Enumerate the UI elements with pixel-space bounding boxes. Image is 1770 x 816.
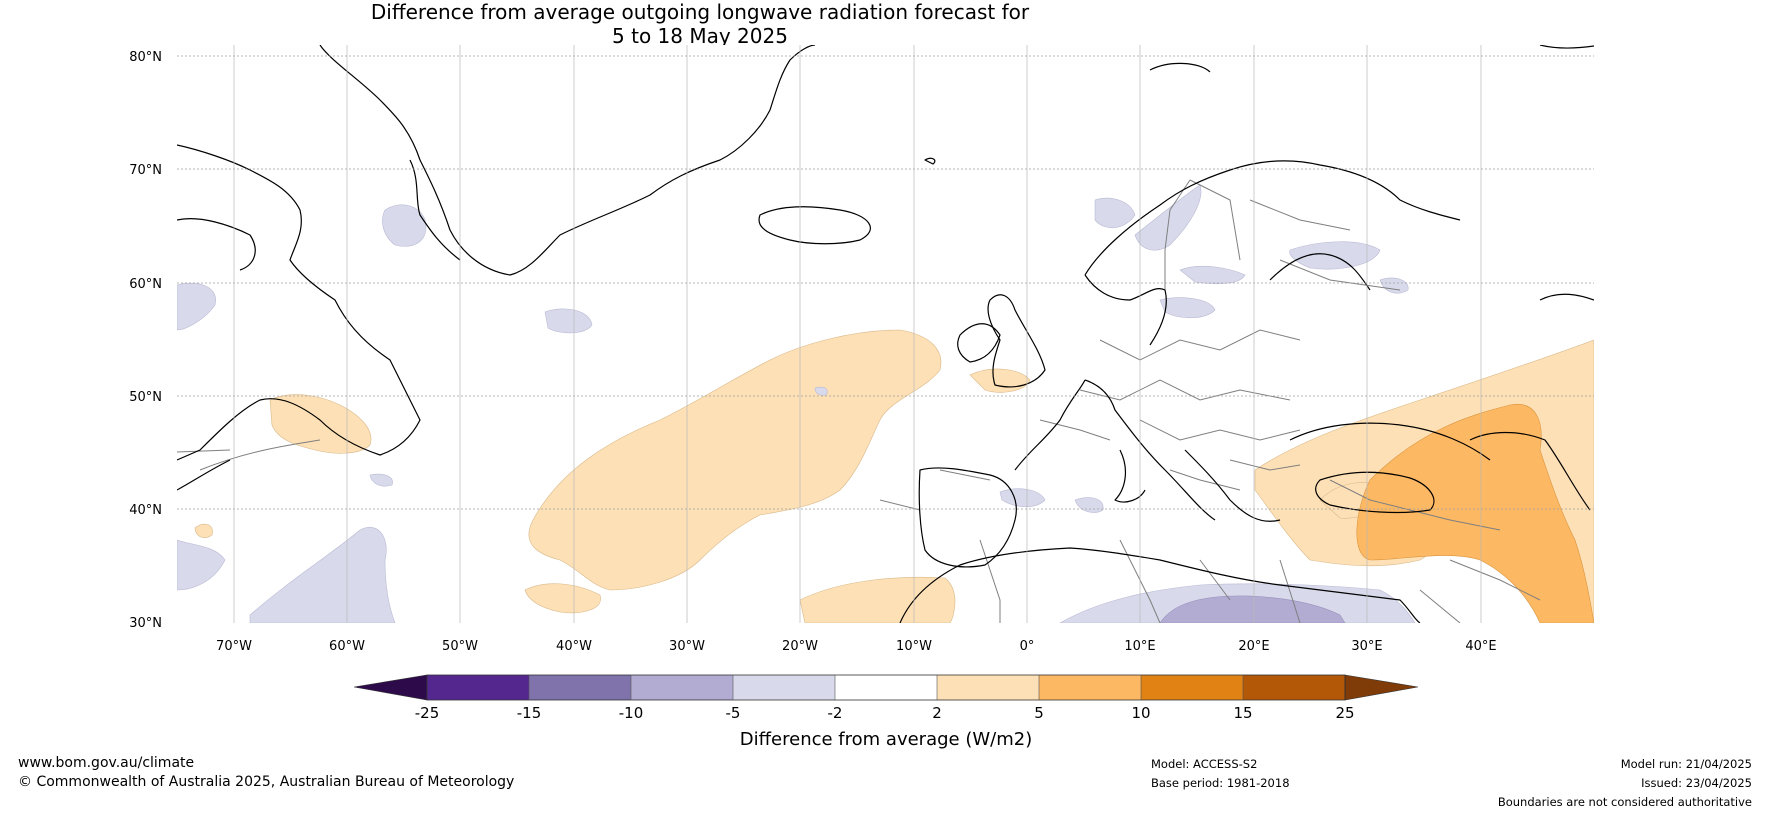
- longitude-gridlines: [233, 45, 1482, 623]
- colorbar-segment-2: [529, 675, 631, 700]
- lat-label-40n: 40°N: [129, 503, 162, 518]
- lon-label-0: 0°: [1020, 639, 1035, 654]
- footer-model: Model: ACCESS-S2: [1151, 757, 1258, 771]
- footer-model-run: Model run: 21/04/2025: [1620, 757, 1752, 771]
- colorbar-tick-label: 2: [932, 704, 942, 722]
- lon-label-20e: 20°E: [1238, 639, 1269, 654]
- lon-label-30w: 30°W: [669, 639, 705, 654]
- strong-negative-anomaly-region: [1159, 595, 1346, 623]
- lat-label-30n: 30°N: [129, 616, 162, 631]
- longitude-labels: 70°W 60°W 50°W 40°W 30°W 20°W 10°W 0° 10…: [216, 639, 1497, 654]
- colorbar-over-arrow: [1344, 674, 1419, 701]
- colorbar-tick-label: -5: [726, 704, 741, 722]
- lat-label-70n: 70°N: [129, 163, 162, 178]
- lon-label-40e: 40°E: [1465, 639, 1496, 654]
- title-line-1: Difference from average outgoing longwav…: [370, 0, 1030, 24]
- lon-label-70w: 70°W: [216, 639, 252, 654]
- colorbar-segment-3: [631, 675, 733, 700]
- colorbar-tick-label: 25: [1335, 704, 1354, 722]
- footer-disclaimer: Boundaries are not considered authoritat…: [1497, 795, 1752, 809]
- colorbar-segment-1: [427, 675, 529, 700]
- colorbar-tick-label: 15: [1233, 704, 1252, 722]
- lat-label-60n: 60°N: [129, 277, 162, 292]
- latitude-gridlines: [177, 55, 1594, 510]
- lon-label-60w: 60°W: [329, 639, 365, 654]
- colorbar-tick-label: -10: [619, 704, 644, 722]
- colorbar-tick-label: -2: [828, 704, 843, 722]
- latitude-labels: 80°N 70°N 60°N 50°N 40°N 30°N: [129, 50, 162, 631]
- lon-label-30e: 30°E: [1351, 639, 1382, 654]
- footer-issued: Issued: 23/04/2025: [1641, 776, 1752, 790]
- lon-label-10w: 10°W: [896, 639, 932, 654]
- colorbar-title: Difference from average (W/m2): [740, 729, 1032, 750]
- lon-label-40w: 40°W: [556, 639, 592, 654]
- lat-label-50n: 50°N: [129, 390, 162, 405]
- lon-label-20w: 20°W: [782, 639, 818, 654]
- colorbar-segment-7: [1039, 675, 1141, 700]
- colorbar: -25 -15 -10 -5 -2 2 5 10 15 25 Differenc…: [353, 674, 1419, 750]
- colorbar-tick-label: -15: [517, 704, 542, 722]
- colorbar-segment-8: [1141, 675, 1243, 700]
- lon-label-10e: 10°E: [1124, 639, 1155, 654]
- lat-label-80n: 80°N: [129, 50, 162, 65]
- map-title: Difference from average outgoing longwav…: [0, 0, 1400, 48]
- colorbar-under-arrow: [353, 674, 428, 701]
- colorbar-segment-4: [733, 675, 835, 700]
- footer-base-period: Base period: 1981-2018: [1151, 776, 1290, 790]
- footer-copyright: © Commonwealth of Australia 2025, Austra…: [18, 774, 515, 790]
- colorbar-segment-9: [1243, 675, 1345, 700]
- strong-positive-anomaly-regions: [1356, 403, 1594, 623]
- country-borders: [177, 179, 1541, 623]
- colorbar-tick-label: -25: [415, 704, 440, 722]
- colorbar-segment-6: [937, 675, 1039, 700]
- colorbar-tick-label: 5: [1034, 704, 1044, 722]
- lon-label-50w: 50°W: [442, 639, 478, 654]
- footer-url[interactable]: www.bom.gov.au/climate: [18, 755, 195, 771]
- colorbar-outline: [426, 674, 1346, 701]
- colorbar-segment-5: [835, 675, 937, 700]
- colorbar-tick-label: 10: [1131, 704, 1150, 722]
- title-line-2: 5 to 18 May 2025: [612, 24, 788, 48]
